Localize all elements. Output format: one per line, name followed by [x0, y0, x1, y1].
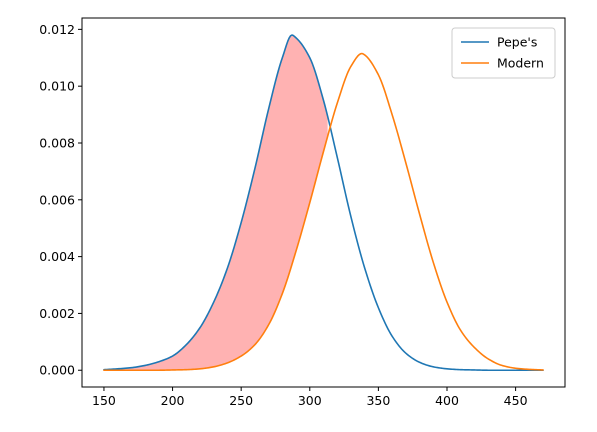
y-tick-label: 0.008 — [39, 135, 75, 150]
x-tick-label: 150 — [92, 393, 116, 408]
y-axis: 0.000 0.002 0.004 0.006 0.008 0.010 0.012 — [39, 22, 82, 378]
legend-box — [451, 27, 556, 79]
series-layer — [103, 34, 544, 372]
legend-label-modern: Modern — [497, 56, 544, 71]
x-tick-label: 200 — [161, 393, 185, 408]
x-tick-label: 400 — [435, 393, 459, 408]
y-tick-label: 0.000 — [39, 363, 75, 378]
series-line-pepe-s — [103, 34, 544, 372]
shaded-region — [103, 35, 328, 371]
x-axis: 150 200 250 300 350 400 450 — [92, 387, 528, 408]
x-tick-label: 250 — [229, 393, 253, 408]
y-tick-label: 0.006 — [39, 192, 75, 207]
y-tick-label: 0.010 — [39, 79, 75, 94]
legend: Pepe's Modern — [451, 27, 556, 79]
x-tick-label: 350 — [366, 393, 390, 408]
y-tick-label: 0.012 — [39, 22, 75, 37]
fill-layer — [103, 35, 328, 371]
x-tick-label: 300 — [298, 393, 322, 408]
series-line-modern — [103, 52, 544, 372]
y-tick-label: 0.004 — [39, 249, 75, 264]
legend-label-pepe-s: Pepe's — [497, 35, 537, 50]
y-tick-label: 0.002 — [39, 306, 75, 321]
plot-frame — [81, 17, 566, 388]
x-tick-label: 450 — [504, 393, 528, 408]
